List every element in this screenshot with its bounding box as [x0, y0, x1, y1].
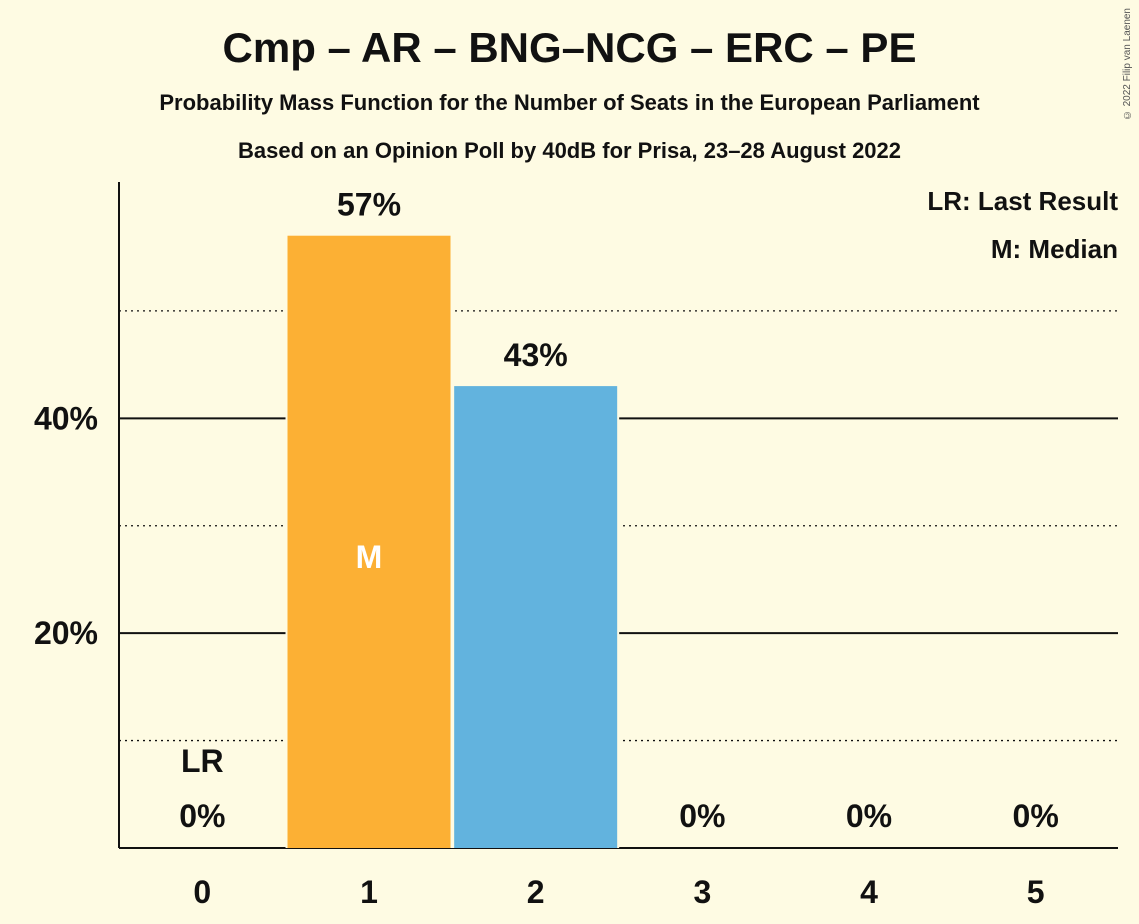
chart-title: Cmp – AR – BNG–NCG – ERC – PE — [222, 24, 917, 71]
chart-subtitle: Probability Mass Function for the Number… — [159, 90, 980, 115]
x-tick-label-1: 1 — [360, 874, 378, 910]
value-label-0: 0% — [179, 798, 225, 834]
value-label-2: 43% — [504, 337, 568, 373]
x-tick-label-3: 3 — [693, 874, 711, 910]
value-label-4: 0% — [846, 798, 892, 834]
y-tick-label: 20% — [34, 615, 98, 651]
legend-last-result: LR: Last Result — [927, 186, 1118, 216]
y-tick-label: 40% — [34, 400, 98, 436]
value-label-3: 0% — [679, 798, 725, 834]
x-tick-label-0: 0 — [193, 874, 211, 910]
bar-2 — [454, 386, 618, 848]
value-label-5: 0% — [1013, 798, 1059, 834]
x-tick-label-4: 4 — [860, 874, 878, 910]
bars — [285, 235, 620, 849]
x-tick-label-5: 5 — [1027, 874, 1045, 910]
median-marker: M — [356, 539, 383, 575]
value-label-1: 57% — [337, 187, 401, 223]
bar-1 — [287, 235, 451, 849]
last-result-marker: LR — [181, 743, 224, 779]
chart-source-line: Based on an Opinion Poll by 40dB for Pri… — [237, 138, 902, 163]
legend-median: M: Median — [991, 234, 1118, 264]
x-tick-label-2: 2 — [527, 874, 545, 910]
